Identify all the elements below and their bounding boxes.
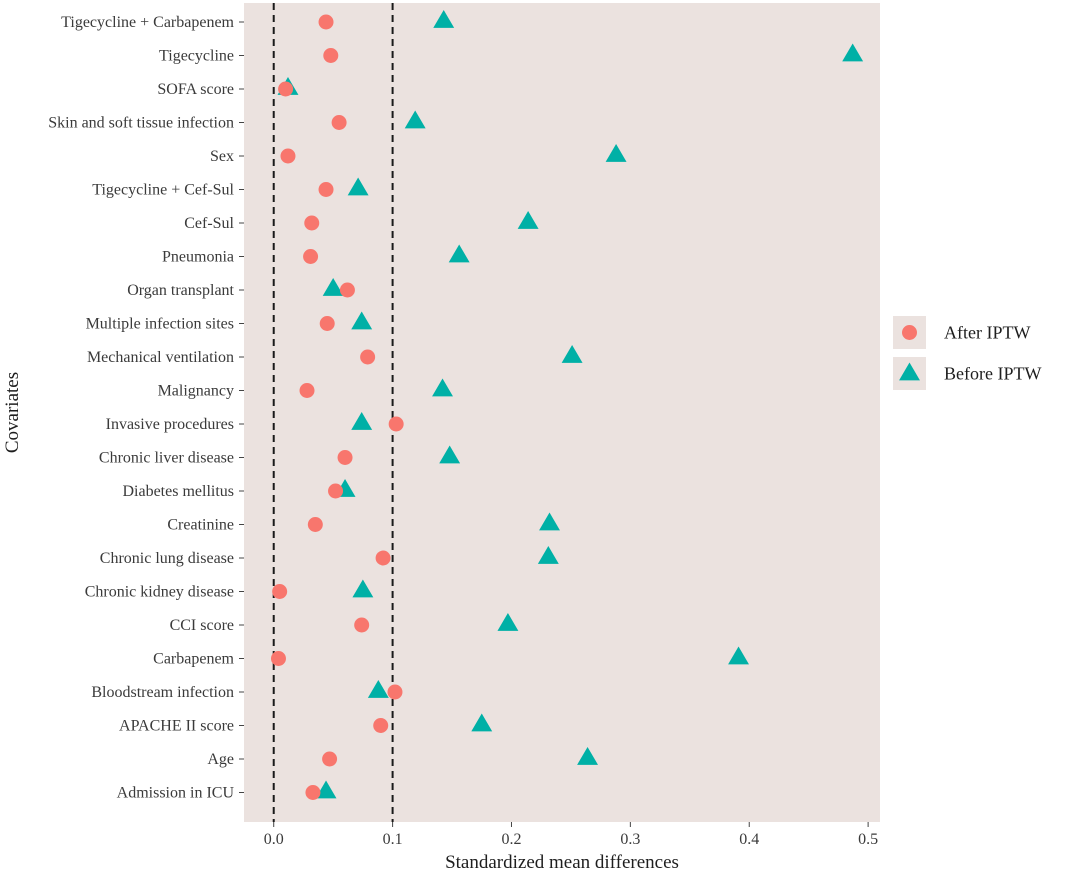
y-tick-label: SOFA score — [157, 81, 234, 98]
y-tick-label: Admission in ICU — [117, 785, 235, 802]
point-after-iptw — [304, 215, 320, 231]
point-before-iptw — [433, 10, 455, 28]
point-after-iptw — [339, 282, 355, 298]
y-axis: Tigecycline + Carbapenem Tigecycline SOFA … — [48, 14, 244, 802]
y-tick-label: Chronic kidney disease — [85, 584, 234, 601]
point-before-iptw — [352, 579, 374, 598]
point-after-iptw — [323, 48, 339, 63]
x-tick-label: 0.3 — [620, 831, 640, 848]
point-before-iptw — [351, 311, 373, 330]
point-before-iptw — [728, 646, 749, 665]
x-tick-label: 0.0 — [264, 831, 284, 848]
y-tick-label: CCI score — [170, 617, 234, 634]
x-axis: 0.0 0.1 0.2 0.3 0.4 0.5 — [264, 822, 878, 848]
point-before-iptw — [517, 211, 539, 229]
point-after-iptw — [375, 550, 391, 566]
y-tick-label: Tigecycline — [159, 48, 234, 65]
x-axis-title: Standardized mean differences — [445, 852, 679, 873]
y-tick-label: Bloodstream infection — [91, 684, 234, 701]
y-tick-label: Sex — [210, 148, 234, 165]
y-tick-label: Invasive procedures — [106, 416, 234, 433]
point-after-iptw — [280, 148, 296, 164]
reference-lines — [272, 3, 394, 822]
point-after-iptw — [319, 316, 335, 331]
point-after-iptw — [331, 115, 347, 130]
y-tick-label: Tigecycline + Carbapenem — [61, 14, 234, 31]
y-tick-label: Creatinine — [167, 517, 234, 534]
point-before-iptw — [439, 445, 461, 464]
point-after-iptw — [360, 349, 376, 365]
point-before-iptw — [842, 43, 864, 62]
point-before-iptw — [577, 747, 599, 765]
legend-label-after-iptw: After IPTW — [944, 323, 1030, 343]
point-after-iptw — [387, 684, 403, 700]
y-axis-title: Covariates — [2, 372, 23, 453]
point-before-iptw — [537, 546, 559, 564]
x-tick-label: 0.4 — [739, 831, 759, 848]
y-tick-label: Chronic lung disease — [100, 550, 234, 567]
point-after-iptw — [318, 14, 334, 30]
point-before-iptw — [322, 278, 344, 296]
legend-marker-after-iptw — [902, 325, 917, 340]
point-before-iptw — [605, 144, 627, 162]
y-tick-label: Malignancy — [158, 383, 234, 400]
point-before-iptw — [351, 412, 373, 430]
data-points — [270, 10, 864, 800]
y-tick-label: Cef-Sul — [184, 215, 234, 232]
point-after-iptw — [272, 584, 288, 599]
y-tick-label: APACHE II score — [119, 718, 234, 735]
point-after-iptw — [270, 651, 286, 666]
point-after-iptw — [328, 483, 344, 499]
plot-panel — [244, 3, 880, 822]
y-tick-label: Organ transplant — [127, 282, 234, 299]
point-after-iptw — [322, 751, 338, 767]
point-after-iptw — [299, 383, 315, 398]
y-tick-label: Multiple infection sites — [86, 316, 234, 333]
point-after-iptw — [373, 718, 389, 733]
point-before-iptw — [471, 713, 493, 732]
y-tick-label: Tigecycline + Cef-Sul — [92, 182, 234, 199]
x-tick-label: 0.5 — [858, 831, 878, 848]
point-before-iptw — [448, 244, 470, 263]
point-before-iptw — [315, 780, 337, 799]
y-tick-label: Skin and soft tissue infection — [48, 115, 234, 132]
point-after-iptw — [354, 617, 370, 633]
point-after-iptw — [307, 517, 323, 532]
point-before-iptw — [561, 345, 583, 363]
y-tick-label: Diabetes mellitus — [122, 483, 234, 500]
point-before-iptw — [497, 613, 519, 631]
point-before-iptw — [432, 378, 453, 397]
point-after-iptw — [337, 450, 353, 465]
y-tick-label: Chronic liver disease — [99, 450, 234, 467]
point-after-iptw — [278, 81, 294, 97]
legend: After IPTW Before IPTW — [893, 316, 1041, 390]
y-tick-label: Carbapenem — [153, 651, 234, 668]
x-tick-label: 0.2 — [501, 831, 521, 848]
point-before-iptw — [539, 512, 560, 531]
point-after-iptw — [305, 785, 321, 800]
y-tick-label: Age — [207, 751, 234, 768]
point-after-iptw — [318, 182, 334, 197]
y-tick-label: Mechanical ventilation — [87, 349, 234, 366]
y-tick-label: Pneumonia — [162, 249, 234, 266]
point-after-iptw — [303, 249, 319, 264]
legend-marker-before-iptw — [899, 362, 920, 381]
point-before-iptw — [404, 110, 426, 129]
point-before-iptw — [367, 680, 389, 698]
point-after-iptw — [388, 416, 404, 432]
x-tick-label: 0.1 — [383, 831, 403, 848]
point-before-iptw — [347, 177, 369, 196]
legend-label-before-iptw: Before IPTW — [944, 364, 1041, 384]
